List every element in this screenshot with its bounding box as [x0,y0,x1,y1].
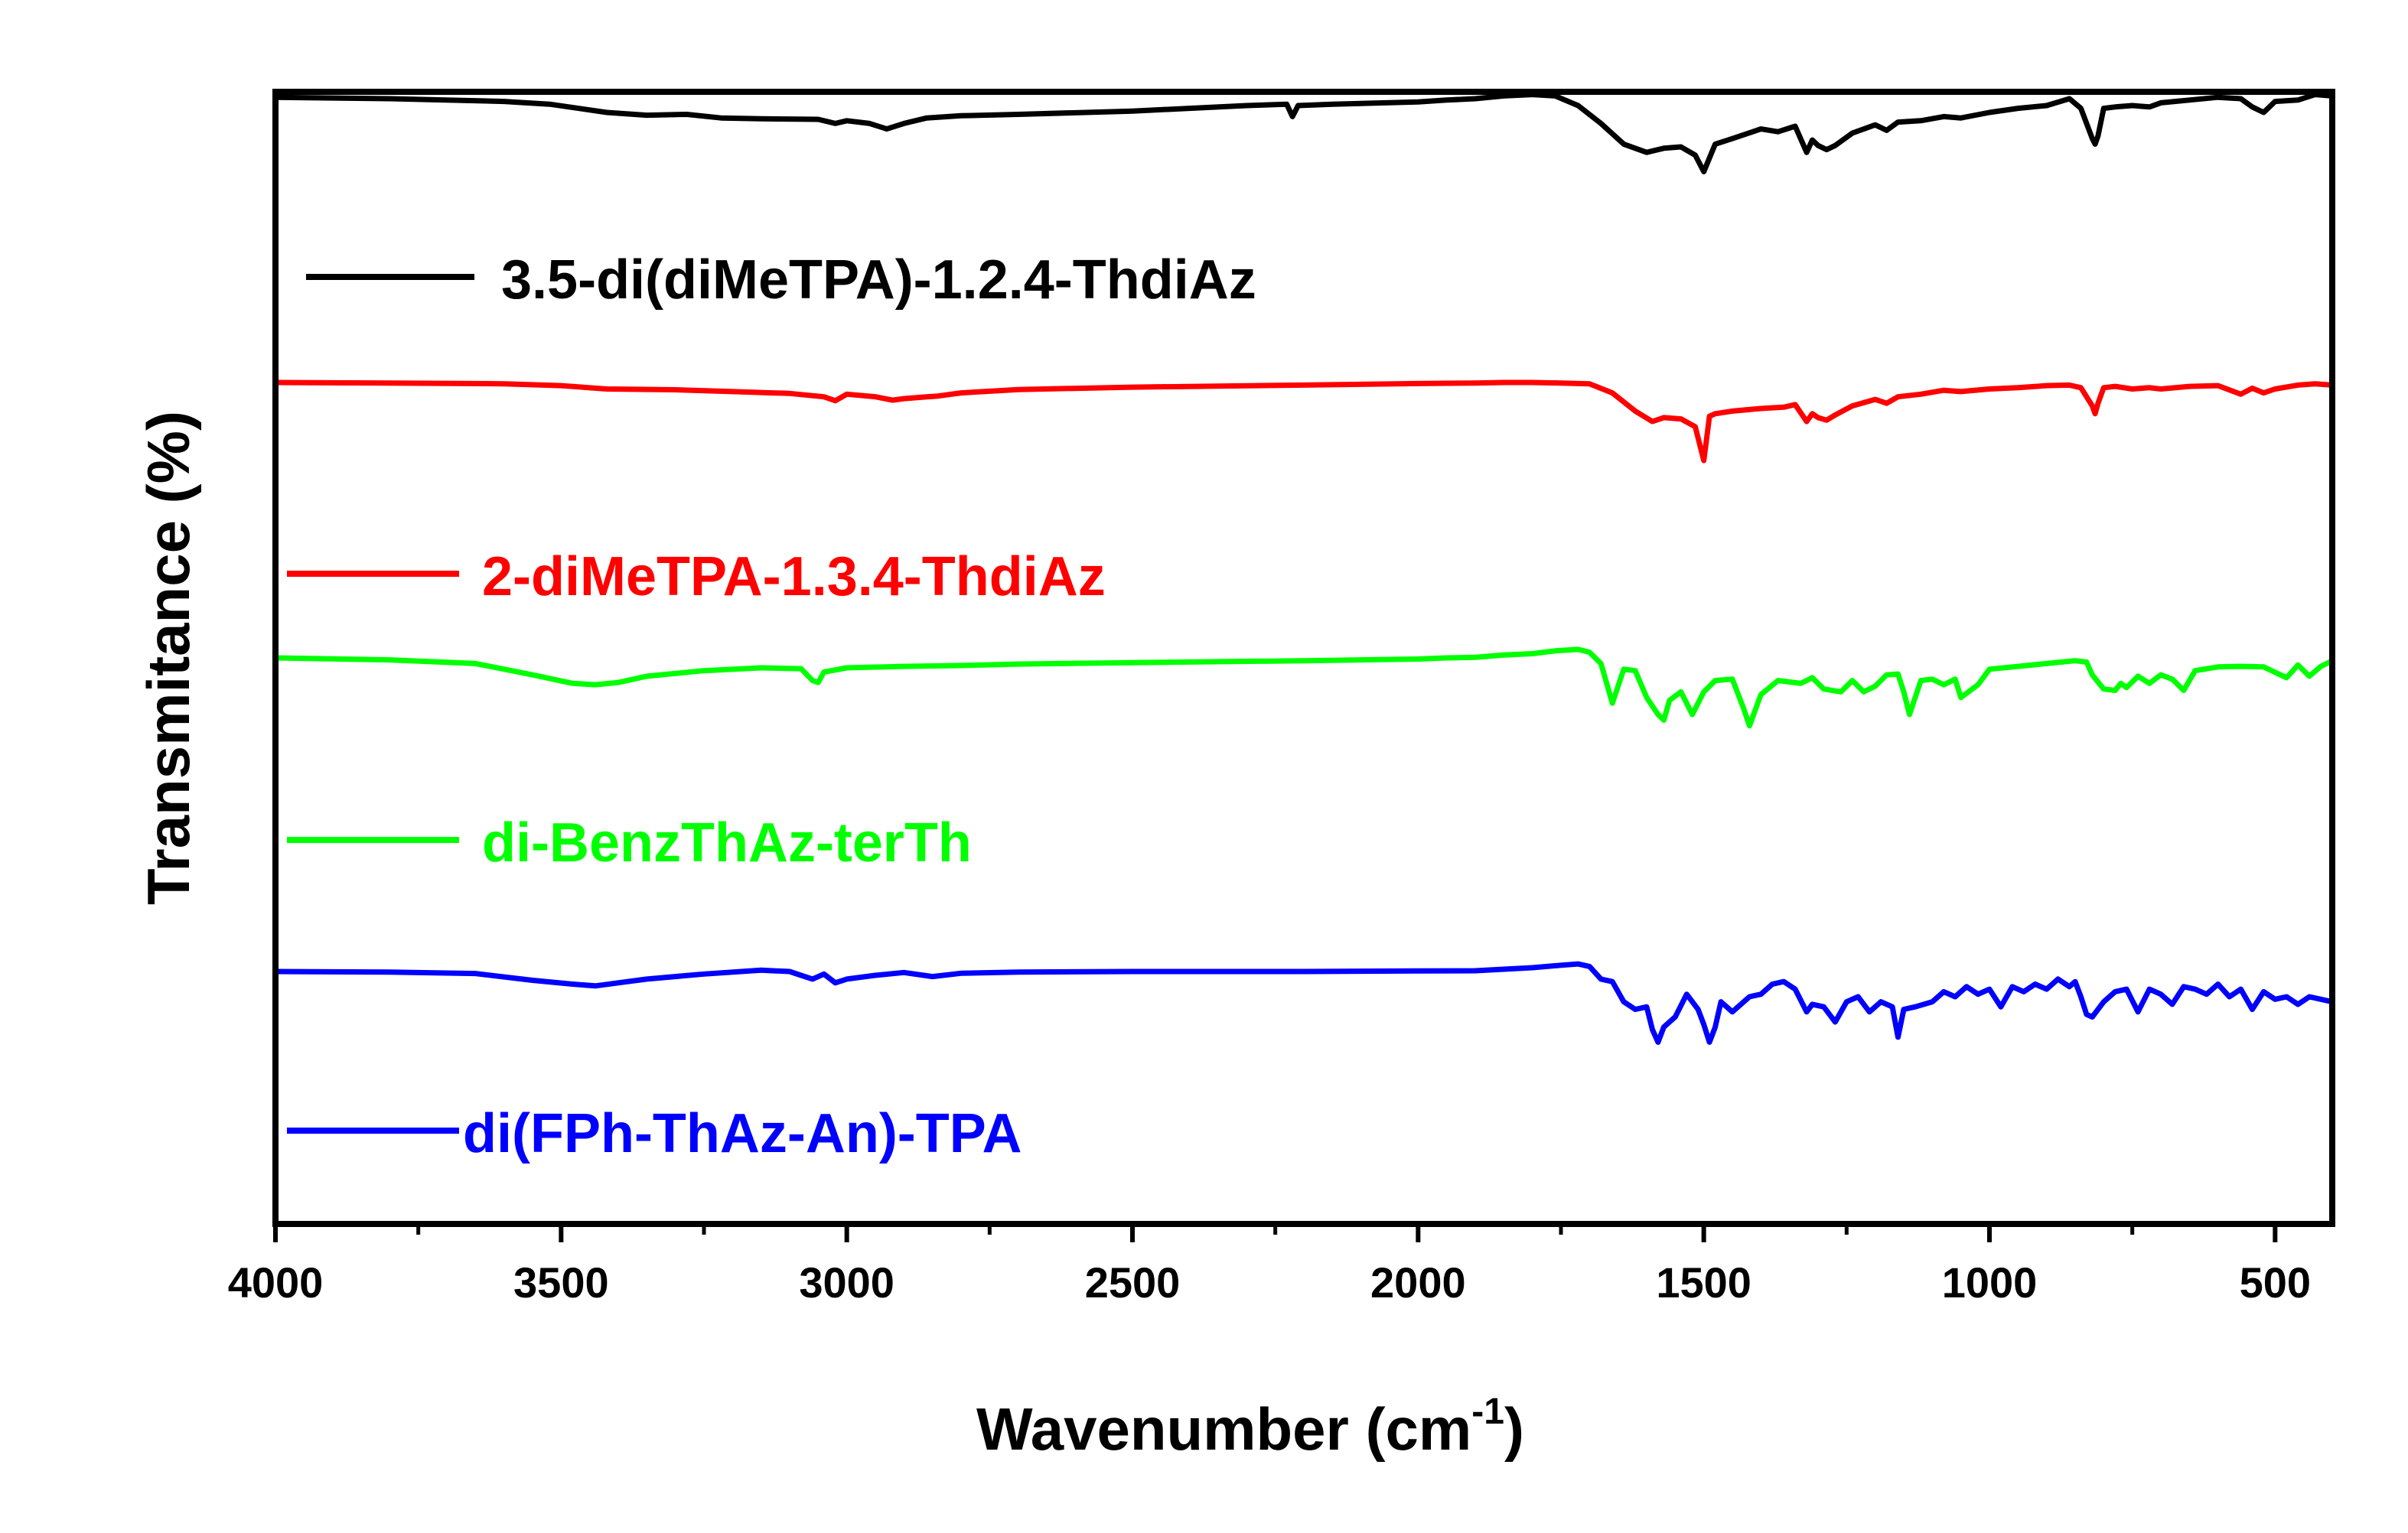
x-axis-tick-labels: 4000 3500 3000 2500 2000 1500 1000 500 [228,1258,2311,1307]
x-tick-label: 1000 [1942,1258,2038,1307]
x-axis-ticks [273,1224,2278,1242]
x-tick-label: 3000 [799,1258,894,1307]
x-tick-label: 2000 [1370,1258,1466,1307]
x-tick-label: 3500 [513,1258,609,1307]
series-line-2 [272,379,2335,464]
x-tick-label: 500 [2240,1258,2311,1307]
series-layer [272,92,2335,1045]
y-axis-title: Transmitance (%) [135,411,202,905]
series-line-1 [272,92,2335,174]
legend-label-3: di-BenzThAz-terTh [482,812,972,874]
series-line-4 [272,961,2335,1045]
x-axis-title-superscript: -1 [1471,1391,1504,1432]
plot-frame [272,89,2335,1227]
x-tick-label: 4000 [228,1258,324,1307]
x-axis-title-main: Wavenumber (cm [976,1395,1471,1463]
x-tick-label: 1500 [1656,1258,1751,1307]
x-axis-title: Wavenumber (cm-1) [976,1391,1524,1463]
series-line-3 [272,646,2335,729]
legend-label-2: 2-diMeTPA-1.3.4-ThdiAz [482,546,1106,607]
legend-label-4: di(FPh-ThAz-An)-TPA [463,1103,1022,1164]
x-axis-title-suffix: ) [1504,1395,1524,1463]
legend-layer: 3.5-di(diMeTPA)-1.2.4-ThdiAz 2-diMeTPA-1.… [287,249,1256,1164]
legend-label-1: 3.5-di(diMeTPA)-1.2.4-ThdiAz [501,249,1256,311]
x-tick-label: 2500 [1085,1258,1181,1307]
